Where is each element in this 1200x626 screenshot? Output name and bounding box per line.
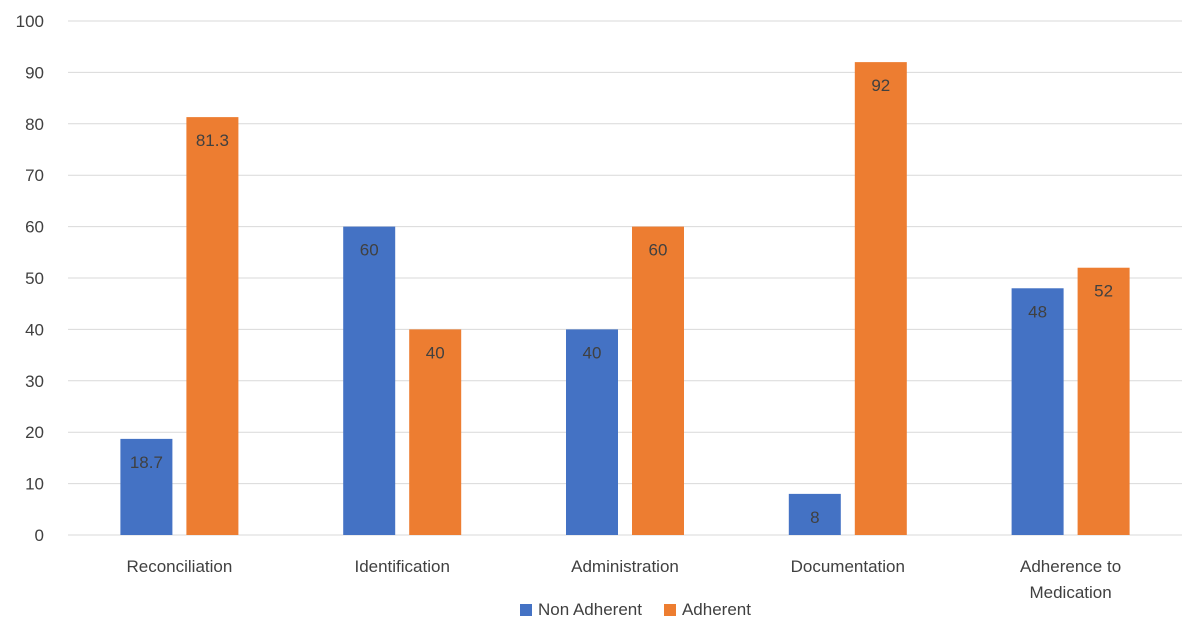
y-tick-label-100: 100	[16, 12, 44, 31]
y-tick-label-60: 60	[25, 218, 44, 237]
data-label-non-adherent-0: 18.7	[130, 453, 163, 472]
y-tick-label-0: 0	[35, 526, 44, 545]
data-label-adherent-2: 60	[649, 241, 668, 260]
bar-non-adherent-2	[566, 329, 618, 535]
bar-adherent-3	[854, 62, 907, 536]
y-tick-label-50: 50	[25, 269, 44, 288]
category-label-3: Documentation	[791, 557, 905, 576]
legend-label-adherent: Adherent	[681, 600, 751, 619]
y-tick-label-30: 30	[25, 372, 44, 391]
bar-adherent-1	[409, 329, 462, 535]
category-label-2: Administration	[571, 557, 679, 576]
data-label-non-adherent-4: 48	[1028, 302, 1047, 321]
bar-non-adherent-1	[343, 226, 396, 535]
data-label-non-adherent-2: 40	[583, 343, 602, 362]
bar-non-adherent-0	[120, 438, 173, 535]
category-label-0: Reconciliation	[126, 557, 232, 576]
category-label-4: Adherence to Medication	[1020, 557, 1121, 602]
y-tick-label-20: 20	[25, 423, 44, 442]
bar-adherent-4	[1077, 267, 1130, 535]
y-tick-label-80: 80	[25, 115, 44, 134]
y-tick-label-70: 70	[25, 166, 44, 185]
bar-non-adherent-3	[788, 493, 841, 535]
y-tick-label-10: 10	[25, 475, 44, 494]
y-tick-label-90: 90	[25, 63, 44, 82]
data-label-adherent-3: 92	[871, 76, 890, 95]
bar-non-adherent-4	[1011, 288, 1064, 535]
data-label-adherent-1: 40	[426, 343, 445, 362]
y-tick-label-40: 40	[25, 320, 44, 339]
data-label-adherent-4: 52	[1094, 282, 1113, 301]
legend: Non Adherent Adherent	[520, 600, 773, 620]
data-label-non-adherent-1: 60	[360, 241, 379, 260]
data-label-adherent-0: 81.3	[196, 131, 229, 150]
legend-item-adherent: Adherent	[663, 600, 751, 620]
legend-item-non-adherent: Non Adherent	[520, 600, 642, 620]
bar-adherent-0	[186, 117, 239, 536]
category-label-1: Identification	[354, 557, 449, 576]
legend-swatch-adherent	[663, 604, 676, 616]
data-label-non-adherent-3: 8	[810, 508, 819, 527]
legend-label-non-adherent: Non Adherent	[538, 600, 642, 619]
bar-adherent-2	[632, 226, 684, 535]
legend-swatch-non-adherent	[520, 604, 532, 616]
